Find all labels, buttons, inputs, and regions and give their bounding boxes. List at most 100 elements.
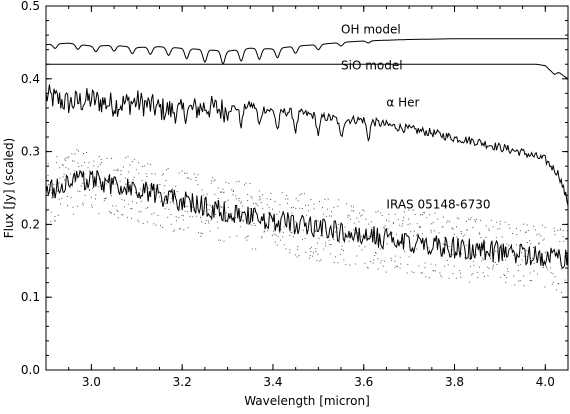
iras-data-point xyxy=(423,211,425,213)
iras-data-point xyxy=(538,233,540,235)
iras-data-point xyxy=(358,221,360,223)
iras-data-point xyxy=(68,156,70,158)
iras-data-point xyxy=(304,237,306,239)
iras-data-point xyxy=(564,282,565,283)
iras-data-point xyxy=(297,249,299,250)
iras-data-point xyxy=(319,260,321,262)
iras-data-point xyxy=(475,254,477,256)
iras-data-point xyxy=(102,189,104,190)
iras-data-point xyxy=(136,202,138,204)
iras-data-point xyxy=(323,248,325,250)
iras-data-point xyxy=(545,266,547,267)
iras-data-point xyxy=(485,236,487,238)
iras-data-point xyxy=(186,205,188,207)
iras-data-point xyxy=(122,166,124,168)
iras-data-point xyxy=(438,232,440,234)
iras-data-point xyxy=(247,235,249,237)
iras-data-point xyxy=(127,156,129,158)
iras-data-point xyxy=(274,241,276,243)
iras-data-point xyxy=(307,210,309,212)
iras-data-point xyxy=(268,207,270,209)
iras-data-point xyxy=(84,173,86,175)
iras-data-point xyxy=(366,266,368,268)
iras-data-point xyxy=(472,273,474,275)
iras-data-point xyxy=(316,260,318,261)
iras-data-point xyxy=(117,211,119,212)
iras-data-point xyxy=(452,228,454,230)
iras-data-point xyxy=(51,197,53,199)
iras-data-point xyxy=(153,212,155,214)
iras-data-point xyxy=(492,268,494,270)
iras-data-point xyxy=(484,275,485,277)
iras-data-point xyxy=(100,163,102,165)
iras-data-point xyxy=(73,160,75,162)
iras-data-point xyxy=(175,216,177,218)
iras-data-point xyxy=(388,236,390,238)
iras-data-point xyxy=(343,259,345,261)
iras-data-point xyxy=(283,226,285,228)
iras-data-point xyxy=(135,169,137,171)
iras-data-point xyxy=(439,272,441,274)
iras-data-point xyxy=(529,272,531,274)
iras-data-point xyxy=(388,220,390,222)
iras-data-point xyxy=(178,216,180,218)
iras-data-point xyxy=(349,215,351,217)
iras-data-point xyxy=(562,230,564,232)
iras-data-point xyxy=(396,265,398,267)
iras-data-point xyxy=(473,260,475,262)
iras-data-point xyxy=(487,266,489,268)
iras-data-point xyxy=(129,164,131,166)
iras-data-point xyxy=(157,184,159,186)
iras-data-point xyxy=(314,229,316,231)
iras-data-point xyxy=(376,243,378,245)
iras-data-point xyxy=(315,251,317,253)
iras-data-point xyxy=(323,213,324,215)
iras-data-point xyxy=(505,281,507,283)
iras-data-point xyxy=(95,198,96,200)
iras-data-point xyxy=(261,237,263,239)
iras-data-point xyxy=(338,224,340,225)
iras-data-point xyxy=(51,192,52,194)
iras-data-point xyxy=(517,264,519,266)
iras-data-point xyxy=(47,184,49,186)
iras-data-point xyxy=(409,223,411,225)
iras-data-point xyxy=(488,228,490,230)
iras-data-point xyxy=(215,213,217,215)
iras-data-point xyxy=(239,226,241,228)
iras-data-point xyxy=(437,218,439,220)
iras-data-point xyxy=(559,241,561,243)
iras-data-point xyxy=(212,177,214,179)
iras-data-point xyxy=(470,217,472,219)
iras-data-point xyxy=(554,276,556,278)
iras-data-point xyxy=(272,208,273,210)
iras-data-point xyxy=(375,211,377,213)
iras-data-point xyxy=(305,251,307,253)
iras-data-point xyxy=(497,251,499,253)
iras-data-point xyxy=(464,256,466,258)
iras-data-point xyxy=(167,216,169,218)
iras-data-point xyxy=(64,159,66,161)
iras-data-point xyxy=(310,198,312,200)
series-label-sio-model: SiO model xyxy=(341,58,403,72)
iras-data-point xyxy=(247,194,249,195)
iras-data-point xyxy=(542,239,544,241)
iras-data-point xyxy=(273,230,275,232)
iras-data-point xyxy=(549,255,551,257)
iras-data-point xyxy=(360,215,362,217)
iras-data-point xyxy=(167,168,169,170)
iras-data-point xyxy=(482,259,484,261)
x-tick-label: 4.0 xyxy=(536,375,555,389)
iras-data-point xyxy=(523,285,525,287)
iras-data-point xyxy=(303,193,305,195)
iras-data-point xyxy=(217,187,219,189)
iras-data-point xyxy=(95,173,97,175)
iras-data-point xyxy=(552,281,554,283)
iras-data-point xyxy=(275,234,277,236)
iras-data-point xyxy=(211,206,213,208)
iras-data-point xyxy=(538,242,540,244)
iras-data-point xyxy=(333,239,335,241)
iras-data-point xyxy=(147,187,149,189)
iras-data-point xyxy=(421,272,423,274)
iras-data-point xyxy=(375,252,377,254)
